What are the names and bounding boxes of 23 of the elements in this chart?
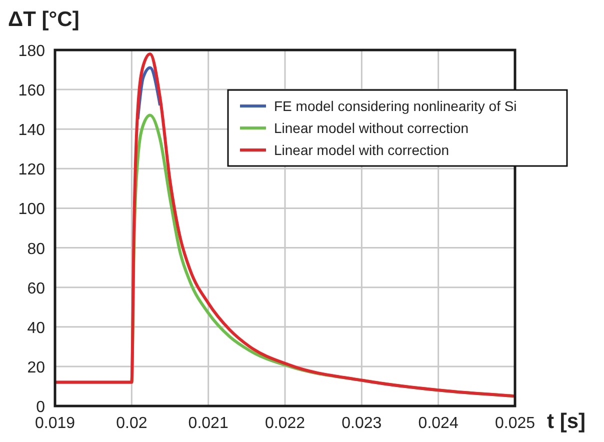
x-tick-label: 0.023 bbox=[342, 415, 382, 432]
y-tick-label: 180 bbox=[18, 43, 46, 60]
x-tick-label: 0.024 bbox=[418, 415, 458, 432]
x-tick-label: 0.021 bbox=[188, 415, 228, 432]
y-tick-label: 0 bbox=[36, 399, 46, 416]
x-tick-label: 0.02 bbox=[116, 415, 148, 432]
y-tick-label: 120 bbox=[18, 162, 46, 179]
x-tick-label: 0.025 bbox=[494, 415, 536, 432]
x-axis-title: t [s] bbox=[547, 410, 586, 433]
legend-label: Linear model with correction bbox=[274, 142, 450, 158]
x-tick-label: 0.019 bbox=[34, 415, 76, 432]
y-tick-label: 20 bbox=[27, 359, 46, 376]
y-tick-label: 40 bbox=[27, 320, 46, 337]
y-tick-label: 60 bbox=[27, 280, 46, 298]
y-tick-label: 140 bbox=[18, 122, 46, 140]
y-tick-label: 160 bbox=[18, 82, 46, 100]
x-tick-label: 0.022 bbox=[264, 415, 306, 432]
y-tick-label: 100 bbox=[18, 201, 46, 218]
y-tick-label: 80 bbox=[27, 240, 46, 258]
y-axis-title: ΔT [°C] bbox=[8, 8, 80, 31]
legend-label: FE model considering nonlinearity of Si bbox=[274, 98, 517, 114]
line-series bbox=[54, 52, 516, 398]
legend-label: Linear model without correction bbox=[274, 120, 469, 136]
